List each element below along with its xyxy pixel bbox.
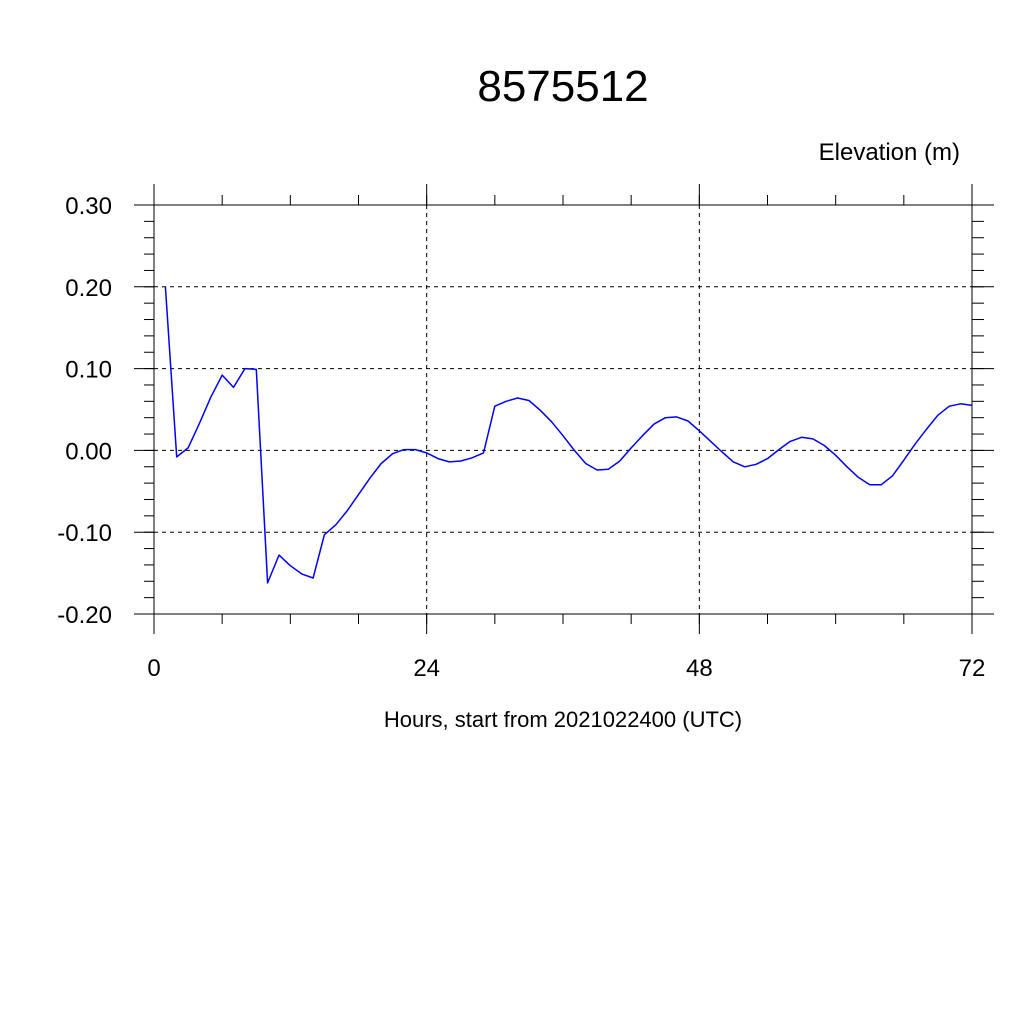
grid-layer — [154, 205, 972, 614]
y-tick-label: 0.10 — [65, 357, 112, 384]
y-axis-label: Elevation (m) — [818, 139, 960, 166]
series-line — [164, 286, 973, 584]
x-tick-label: 72 — [959, 655, 986, 682]
y-tick-label: 0.30 — [65, 193, 112, 220]
x-tick-label: 24 — [413, 655, 440, 682]
y-tick-label: -0.10 — [57, 520, 112, 547]
tick-layer — [134, 184, 994, 634]
x-axis-label: Hours, start from 2021022400 (UTC) — [383, 707, 743, 732]
y-tick-label: -0.20 — [57, 602, 112, 629]
x-tick-label: 48 — [686, 655, 713, 682]
series-layer — [164, 286, 973, 584]
tick-label-layer: -0.20 -0.10 0.00 0.10 0.20 0.30 0 24 48 72 — [57, 193, 985, 682]
y-tick-label: 0.00 — [65, 438, 112, 465]
x-tick-label: 0 — [147, 655, 160, 682]
chart-title: 8575512 — [477, 62, 649, 111]
y-tick-label: 0.20 — [65, 275, 112, 302]
plot-frame — [154, 184, 972, 634]
